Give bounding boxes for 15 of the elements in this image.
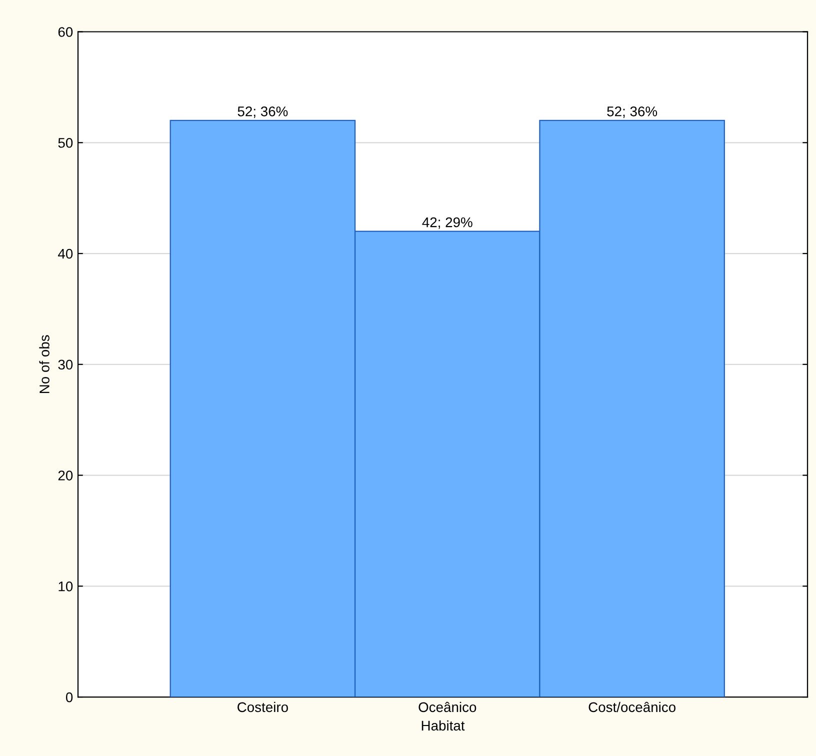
y-tick-label: 10 — [58, 581, 73, 592]
x-tick-label: Costeiro — [238, 702, 288, 712]
data-label: 52; 36% — [238, 106, 288, 118]
y-axis-title: No of obs — [39, 335, 50, 393]
y-tick-label: 40 — [58, 248, 73, 259]
y-tick-label: 30 — [58, 360, 73, 370]
data-label: 52; 36% — [607, 106, 658, 118]
x-tick-label: Oceânico — [418, 702, 476, 712]
y-tick-label: 0 — [66, 692, 73, 702]
data-label: 42; 29% — [422, 217, 472, 229]
x-axis-title: Habitat — [422, 720, 465, 731]
y-tick-label: 50 — [58, 138, 73, 148]
y-tick-label: 20 — [58, 470, 73, 480]
y-tick-label: 60 — [58, 27, 73, 37]
x-tick-label: Cost/oceânico — [588, 702, 676, 712]
